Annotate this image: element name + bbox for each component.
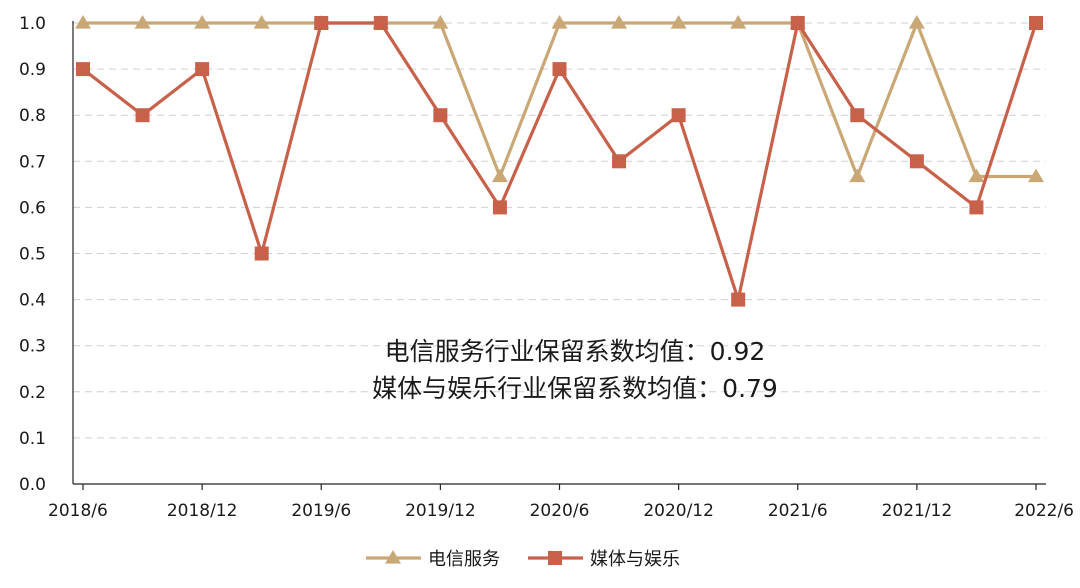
data-point <box>552 62 567 77</box>
annotations: 电信服务行业保留系数均值：0.92 媒体与娱乐行业保留系数均值：0.79 <box>372 337 778 403</box>
y-tick-label: 0.1 <box>19 429 46 449</box>
data-point <box>671 108 686 123</box>
data-point <box>551 15 568 29</box>
data-point <box>314 16 329 30</box>
data-point <box>253 15 270 29</box>
data-point <box>850 108 865 123</box>
data-point <box>969 200 984 215</box>
data-point <box>968 168 985 183</box>
data-point <box>670 15 687 29</box>
annotation-media-mean: 媒体与娱乐行业保留系数均值：0.79 <box>372 374 778 403</box>
y-tick-label: 0.9 <box>19 60 46 80</box>
data-point <box>254 246 269 261</box>
y-tick-label: 0.5 <box>19 245 46 265</box>
y-tick-label: 1.0 <box>19 14 46 34</box>
legend-item-1: 媒体与娱乐 <box>528 549 680 570</box>
x-tick-label: 2020/12 <box>643 501 714 521</box>
data-point <box>135 108 150 123</box>
data-point <box>194 15 211 29</box>
series-1 <box>76 16 1043 307</box>
series-group <box>75 15 1044 307</box>
data-point <box>731 292 746 307</box>
legend: 电信服务 媒体与娱乐 <box>366 549 680 570</box>
axes <box>72 21 1046 485</box>
data-point <box>790 16 805 30</box>
x-tick-label: 2022/6 <box>1014 501 1074 521</box>
x-axis-tick-labels: 2018/6 2018/12 2019/6 2019/12 2020/6 2020/12 2… <box>48 484 1074 521</box>
legend-marker <box>548 551 562 565</box>
y-tick-label: 0.7 <box>19 152 46 172</box>
data-point <box>373 16 388 30</box>
y-tick-label: 0.0 <box>19 475 46 495</box>
data-point <box>908 15 925 29</box>
y-tick-label: 0.6 <box>19 198 46 218</box>
data-point <box>76 62 90 77</box>
annotation-telecom-mean: 电信服务行业保留系数均值：0.92 <box>385 337 766 366</box>
x-tick-label: 2021/12 <box>882 501 953 521</box>
x-tick-label: 2019/12 <box>405 501 476 521</box>
x-tick-label: 2018/6 <box>48 501 108 521</box>
x-tick-label: 2021/6 <box>768 501 828 521</box>
series-0 <box>75 15 1044 183</box>
x-tick-label: 2020/6 <box>530 501 590 521</box>
data-point <box>195 62 210 77</box>
y-tick-label: 0.3 <box>19 337 46 357</box>
x-tick-label: 2018/12 <box>167 501 238 521</box>
data-point <box>134 15 151 29</box>
data-point <box>75 15 91 29</box>
data-point <box>611 15 628 29</box>
data-point <box>730 15 747 29</box>
data-point <box>492 200 507 215</box>
data-point <box>1029 16 1043 30</box>
data-point <box>491 168 508 183</box>
data-point <box>849 168 866 183</box>
legend-label: 电信服务 <box>428 549 500 570</box>
y-tick-label: 0.2 <box>19 383 46 403</box>
data-point <box>433 108 448 123</box>
y-tick-label: 0.4 <box>19 291 46 311</box>
data-point <box>909 154 924 169</box>
x-tick-label: 2019/6 <box>291 501 351 521</box>
data-point <box>432 15 449 29</box>
legend-item-0: 电信服务 <box>366 549 500 570</box>
series-line <box>83 21 1036 179</box>
legend-label: 媒体与娱乐 <box>590 549 680 570</box>
data-point <box>1028 168 1044 183</box>
data-point <box>612 154 627 169</box>
y-tick-label: 0.8 <box>19 106 46 126</box>
y-axis-tick-labels: 0.0 0.1 0.2 0.3 0.4 0.5 0.6 0.7 0.8 0.9 1.0 <box>19 14 46 495</box>
legend-marker <box>385 550 401 564</box>
